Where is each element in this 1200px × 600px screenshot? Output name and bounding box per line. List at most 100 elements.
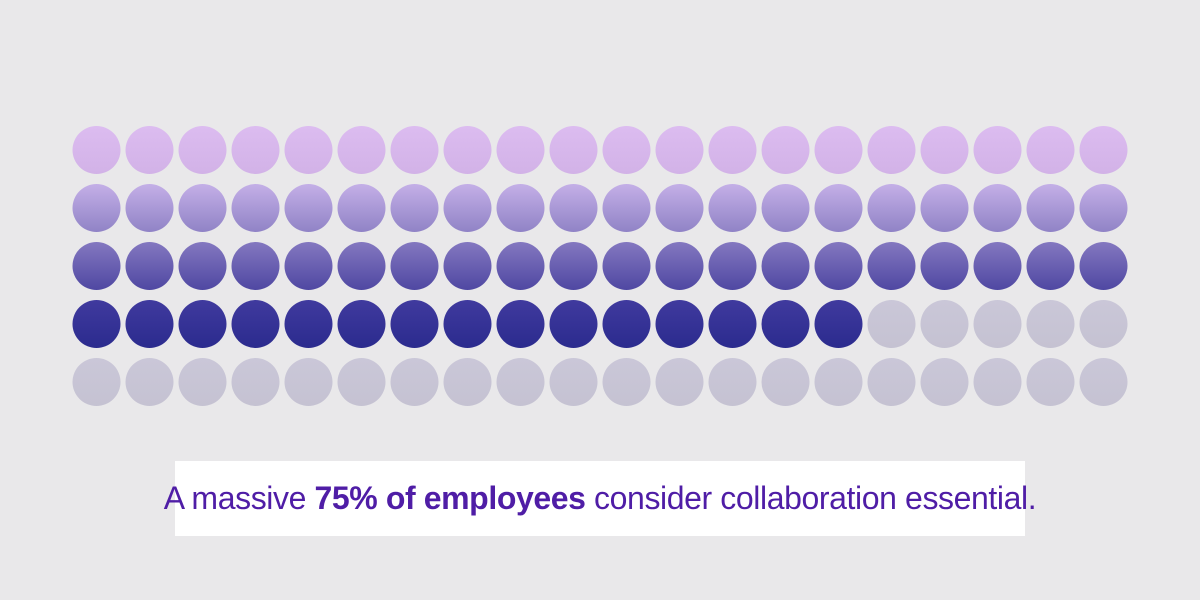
empty-dot <box>1026 358 1075 406</box>
filled-dot <box>125 184 174 232</box>
filled-dot <box>549 126 598 174</box>
filled-dot <box>814 300 863 348</box>
filled-dot <box>284 126 333 174</box>
empty-dot <box>1026 300 1075 348</box>
filled-dot <box>920 126 969 174</box>
filled-dot <box>337 184 386 232</box>
filled-dot <box>178 184 227 232</box>
empty-dot <box>337 358 386 406</box>
filled-dot <box>973 242 1022 290</box>
filled-dot <box>125 126 174 174</box>
filled-dot <box>655 300 704 348</box>
filled-dot <box>390 126 439 174</box>
empty-dot <box>72 358 121 406</box>
filled-dot <box>231 300 280 348</box>
filled-dot <box>973 126 1022 174</box>
empty-dot <box>549 358 598 406</box>
filled-dot <box>390 242 439 290</box>
filled-dot <box>443 184 492 232</box>
empty-dot <box>814 358 863 406</box>
filled-dot <box>973 184 1022 232</box>
empty-dot <box>496 358 545 406</box>
empty-dot <box>1079 300 1128 348</box>
empty-dot <box>125 358 174 406</box>
filled-dot <box>602 184 651 232</box>
filled-dot <box>655 242 704 290</box>
filled-dot <box>337 242 386 290</box>
filled-dot <box>867 242 916 290</box>
filled-dot <box>178 300 227 348</box>
filled-dot <box>761 184 810 232</box>
filled-dot <box>1079 242 1128 290</box>
filled-dot <box>761 126 810 174</box>
dot-grid <box>72 126 1128 406</box>
filled-dot <box>708 300 757 348</box>
filled-dot <box>602 126 651 174</box>
empty-dot <box>973 300 1022 348</box>
empty-dot <box>231 358 280 406</box>
filled-dot <box>496 184 545 232</box>
filled-dot <box>443 300 492 348</box>
filled-dot <box>390 184 439 232</box>
empty-dot <box>867 358 916 406</box>
filled-dot <box>496 242 545 290</box>
filled-dot <box>443 126 492 174</box>
filled-dot <box>284 300 333 348</box>
caption-prefix: A massive <box>163 480 315 516</box>
filled-dot <box>1026 126 1075 174</box>
caption-suffix: consider collaboration essential. <box>585 480 1037 516</box>
empty-dot <box>443 358 492 406</box>
filled-dot <box>655 126 704 174</box>
filled-dot <box>1079 126 1128 174</box>
filled-dot <box>178 242 227 290</box>
empty-dot <box>920 300 969 348</box>
filled-dot <box>814 242 863 290</box>
filled-dot <box>337 300 386 348</box>
filled-dot <box>920 242 969 290</box>
empty-dot <box>655 358 704 406</box>
filled-dot <box>125 242 174 290</box>
empty-dot <box>178 358 227 406</box>
filled-dot <box>72 300 121 348</box>
filled-dot <box>549 300 598 348</box>
filled-dot <box>1026 184 1075 232</box>
filled-dot <box>178 126 227 174</box>
caption-box: A massive 75% of employees consider coll… <box>164 461 1037 536</box>
filled-dot <box>496 300 545 348</box>
empty-dot <box>761 358 810 406</box>
filled-dot <box>867 126 916 174</box>
filled-dot <box>708 242 757 290</box>
filled-dot <box>337 126 386 174</box>
filled-dot <box>72 184 121 232</box>
filled-dot <box>231 242 280 290</box>
filled-dot <box>496 126 545 174</box>
filled-dot <box>549 184 598 232</box>
empty-dot <box>284 358 333 406</box>
filled-dot <box>443 242 492 290</box>
empty-dot <box>867 300 916 348</box>
empty-dot <box>920 358 969 406</box>
caption-highlight: 75% of employees <box>314 480 586 516</box>
caption-text: A massive 75% of employees consider coll… <box>163 480 1037 517</box>
filled-dot <box>920 184 969 232</box>
filled-dot <box>708 184 757 232</box>
filled-dot <box>284 242 333 290</box>
filled-dot <box>602 242 651 290</box>
filled-dot <box>1026 242 1075 290</box>
filled-dot <box>814 126 863 174</box>
empty-dot <box>602 358 651 406</box>
filled-dot <box>761 300 810 348</box>
filled-dot <box>231 184 280 232</box>
filled-dot <box>72 242 121 290</box>
empty-dot <box>708 358 757 406</box>
empty-dot <box>390 358 439 406</box>
filled-dot <box>549 242 598 290</box>
filled-dot <box>1079 184 1128 232</box>
filled-dot <box>72 126 121 174</box>
filled-dot <box>708 126 757 174</box>
empty-dot <box>1079 358 1128 406</box>
filled-dot <box>231 126 280 174</box>
filled-dot <box>390 300 439 348</box>
filled-dot <box>814 184 863 232</box>
